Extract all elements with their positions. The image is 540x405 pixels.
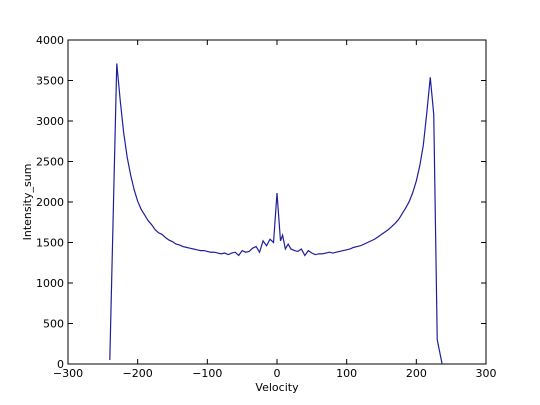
y-tick-label: 2500	[36, 156, 64, 169]
x-tick-label: 200	[406, 367, 427, 380]
y-tick-label: 1000	[36, 277, 64, 290]
y-tick-label: 500	[43, 318, 64, 331]
y-tick-label: 3500	[36, 75, 64, 88]
x-axis-label: Velocity	[255, 381, 299, 394]
x-tick-label: −300	[53, 367, 83, 380]
y-axis-label: Intensity_sum	[21, 164, 34, 241]
y-tick-label: 0	[57, 358, 64, 371]
x-tick-label: −200	[123, 367, 153, 380]
x-tick-label: 0	[274, 367, 281, 380]
x-tick-label: 300	[476, 367, 497, 380]
plot-frame	[67, 39, 487, 365]
x-tick-label: 100	[336, 367, 357, 380]
data-line	[109, 63, 443, 365]
y-tick-label: 3000	[36, 115, 64, 128]
y-tick-label: 2000	[36, 196, 64, 209]
x-tick-label: −100	[192, 367, 222, 380]
y-tick-label: 4000	[36, 34, 64, 47]
y-tick-label: 1500	[36, 237, 64, 250]
